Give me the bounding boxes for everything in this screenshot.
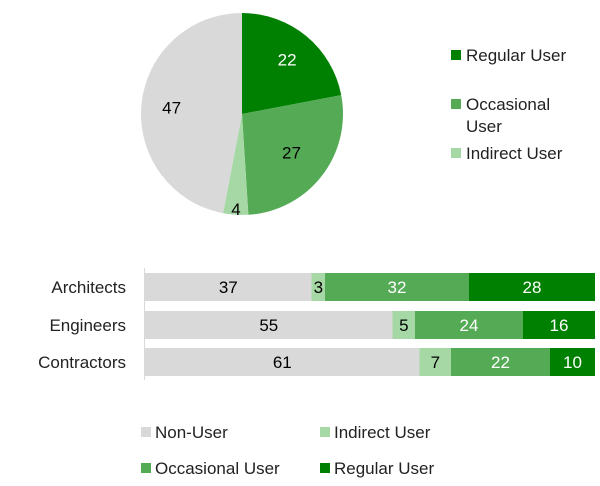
bar-segment bbox=[311, 273, 325, 301]
bar-value-label: 10 bbox=[563, 353, 582, 372]
bar-value-label: 5 bbox=[399, 316, 408, 335]
bar-segment bbox=[419, 348, 451, 376]
pie-legend-swatch bbox=[451, 99, 461, 109]
pie-slice-label: 27 bbox=[282, 143, 301, 162]
bar-segment bbox=[392, 311, 415, 339]
pie-chart: 22 27 4 47 bbox=[141, 13, 343, 219]
bar-segment bbox=[145, 311, 393, 339]
bar-segment bbox=[469, 273, 595, 301]
category-tick-label: Contractors bbox=[38, 353, 126, 372]
bar-segment bbox=[523, 311, 595, 339]
bar-value-label: 61 bbox=[273, 353, 292, 372]
bar-legend-label: Non-User bbox=[155, 423, 228, 442]
bar-value-label: 16 bbox=[550, 316, 569, 335]
bar-value-label: 24 bbox=[460, 316, 479, 335]
bar-legend-swatch bbox=[141, 427, 151, 437]
bar-segment bbox=[145, 348, 420, 376]
bar-value-label: 7 bbox=[431, 353, 440, 372]
category-tick-label: Architects bbox=[51, 278, 126, 297]
bar-segment bbox=[451, 348, 550, 376]
bar-legend: Non-User Indirect User Occasional User Regu… bbox=[141, 423, 434, 478]
pie-legend-label: Indirect User bbox=[466, 144, 563, 163]
bar-legend-swatch bbox=[320, 463, 330, 473]
pie-slice-label: 47 bbox=[162, 98, 181, 117]
pie-legend-label: Occasional bbox=[466, 95, 550, 114]
bar-segment bbox=[550, 348, 595, 376]
bar-segment bbox=[415, 311, 523, 339]
pie-slice bbox=[242, 13, 342, 114]
pie-legend-label: Regular User bbox=[466, 46, 566, 65]
bar-legend-label: Occasional User bbox=[155, 459, 280, 478]
pie-legend-swatch bbox=[451, 148, 461, 158]
bar-value-label: 3 bbox=[314, 278, 323, 297]
pie-slice-label: 4 bbox=[231, 200, 240, 219]
bar-legend-swatch bbox=[141, 463, 151, 473]
bar-legend-label: Indirect User bbox=[334, 423, 431, 442]
bar-value-label: 32 bbox=[388, 278, 407, 297]
bar-value-label: 55 bbox=[259, 316, 278, 335]
pie-legend-swatch bbox=[451, 50, 461, 60]
bar-legend-swatch bbox=[320, 427, 330, 437]
pie-slice bbox=[242, 95, 343, 215]
bar-value-label: 28 bbox=[523, 278, 542, 297]
pie-legend: Regular User Occasional User Indirect User bbox=[451, 46, 566, 163]
pie-slice bbox=[223, 114, 249, 215]
bar-segment bbox=[325, 273, 469, 301]
bar-value-label: 37 bbox=[219, 278, 238, 297]
bar-legend-label: Regular User bbox=[334, 459, 434, 478]
category-tick-label: Engineers bbox=[49, 316, 126, 335]
bar-value-label: 22 bbox=[491, 353, 510, 372]
pie-legend-label: User bbox=[466, 117, 502, 136]
pie-slice-label: 22 bbox=[278, 51, 297, 70]
pie-slice bbox=[141, 13, 242, 214]
bar-segment bbox=[145, 273, 312, 301]
